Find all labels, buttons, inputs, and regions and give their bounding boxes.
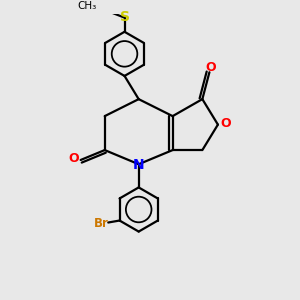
Text: O: O (206, 61, 216, 74)
Text: O: O (220, 117, 231, 130)
Text: S: S (119, 10, 130, 24)
Text: N: N (132, 158, 144, 172)
Text: O: O (68, 152, 79, 165)
Text: Br: Br (94, 217, 109, 230)
Text: CH₃: CH₃ (78, 1, 97, 11)
